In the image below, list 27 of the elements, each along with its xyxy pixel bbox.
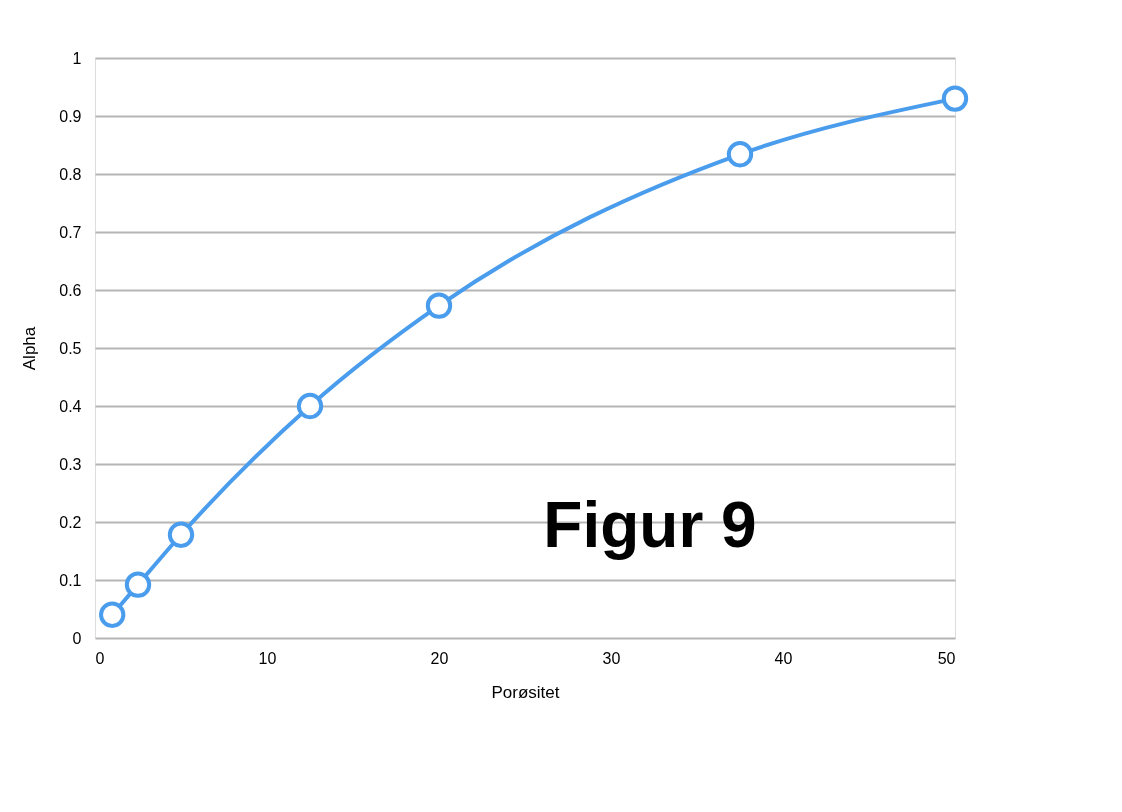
y-tick-label: 0.7 bbox=[59, 223, 82, 241]
x-tick-label: 30 bbox=[602, 649, 621, 667]
x-tick-label: 0 bbox=[95, 649, 105, 667]
y-tick-label: 0.5 bbox=[59, 339, 82, 357]
annotation: Figur 9 bbox=[543, 489, 757, 561]
x-tick-label: 10 bbox=[258, 649, 277, 667]
point bbox=[296, 392, 324, 420]
y-tick-label: 0.1 bbox=[59, 571, 82, 589]
point bbox=[726, 141, 754, 168]
y-axis-title: Alpha bbox=[20, 326, 40, 371]
point bbox=[941, 85, 969, 112]
x-tick-label: 40 bbox=[774, 649, 793, 667]
x-tick-label: 50 bbox=[937, 649, 956, 667]
x-tick-label: 20 bbox=[430, 649, 449, 667]
point bbox=[124, 571, 152, 598]
point bbox=[167, 521, 195, 548]
y-tick-label: 0.9 bbox=[59, 107, 82, 125]
y-tick-label: 0.2 bbox=[59, 513, 82, 531]
y-tick-label: 0 bbox=[72, 629, 82, 647]
y-tick-label: 0.4 bbox=[59, 397, 82, 415]
x-axis-title: Porøsitet bbox=[491, 682, 560, 702]
y-tick-label: 0.3 bbox=[59, 455, 82, 473]
point bbox=[99, 601, 126, 628]
y-tick-label: 1 bbox=[72, 49, 82, 67]
y-tick-label: 0.8 bbox=[59, 165, 82, 183]
y-tick-label: 0.6 bbox=[59, 281, 82, 299]
point bbox=[425, 292, 453, 319]
